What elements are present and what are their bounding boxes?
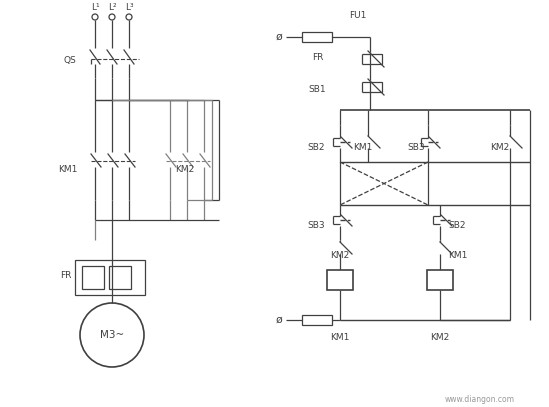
Bar: [109, 266, 131, 289]
Bar: [427, 270, 453, 290]
Text: L¹: L¹: [91, 4, 99, 13]
Circle shape: [92, 14, 98, 20]
Text: SB3: SB3: [407, 144, 424, 153]
Text: KM1: KM1: [330, 333, 350, 343]
Text: KM1: KM1: [448, 250, 467, 260]
Text: FR: FR: [60, 271, 71, 280]
Text: FU1: FU1: [349, 11, 367, 20]
Text: QS: QS: [64, 55, 77, 64]
Text: KM2: KM2: [330, 250, 349, 260]
Bar: [327, 270, 353, 290]
Bar: [75, 260, 145, 295]
Text: KM1: KM1: [353, 144, 372, 153]
Text: KM1: KM1: [58, 166, 77, 175]
Circle shape: [126, 14, 132, 20]
Text: SB2: SB2: [448, 221, 466, 230]
Circle shape: [109, 14, 115, 20]
Bar: [302, 315, 332, 325]
Text: www.diangon.com: www.diangon.com: [445, 396, 515, 405]
Bar: [302, 32, 332, 42]
Text: FR: FR: [312, 53, 323, 63]
Text: KM2: KM2: [175, 166, 194, 175]
Text: KM2: KM2: [490, 144, 509, 153]
Text: L²: L²: [108, 4, 116, 13]
Text: KM2: KM2: [430, 333, 450, 343]
Circle shape: [80, 303, 144, 367]
Text: SB3: SB3: [307, 221, 324, 230]
Bar: [370, 54, 382, 64]
Text: SB1: SB1: [308, 85, 326, 94]
Text: M3~: M3~: [100, 330, 124, 340]
Bar: [370, 82, 382, 92]
Text: ø: ø: [276, 315, 282, 325]
Text: ø: ø: [276, 32, 282, 42]
Bar: [82, 266, 104, 289]
Text: SB2: SB2: [307, 144, 324, 153]
Text: L³: L³: [125, 4, 133, 13]
